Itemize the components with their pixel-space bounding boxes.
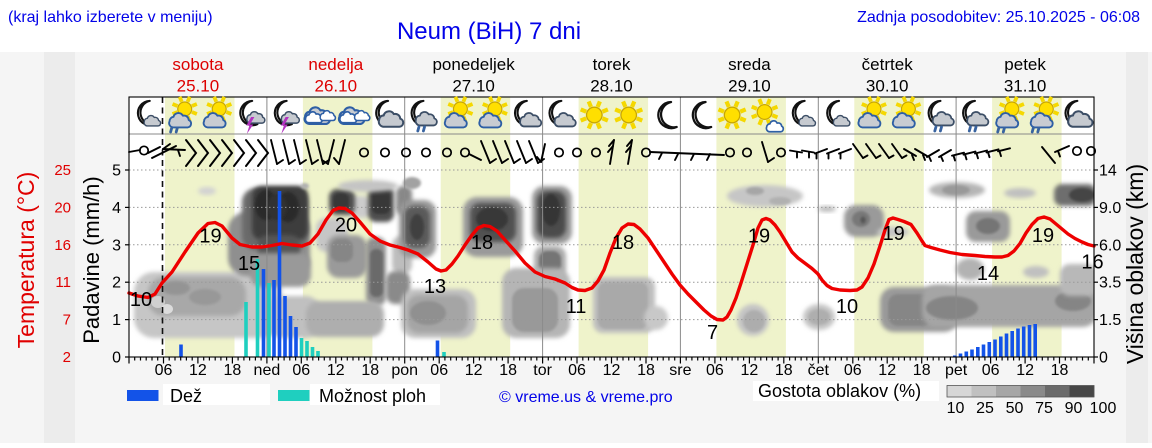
svg-text:25: 25 bbox=[54, 162, 71, 179]
svg-text:26.10: 26.10 bbox=[315, 77, 358, 96]
svg-text:tor: tor bbox=[533, 362, 552, 379]
svg-text:1.5: 1.5 bbox=[1099, 312, 1121, 329]
svg-text:18: 18 bbox=[1051, 362, 1069, 379]
svg-text:0: 0 bbox=[112, 350, 121, 367]
svg-text:petek: petek bbox=[1004, 55, 1046, 74]
svg-text:25: 25 bbox=[976, 400, 994, 417]
svg-text:12: 12 bbox=[878, 362, 896, 379]
svg-text:pon: pon bbox=[391, 362, 418, 379]
svg-text:28.10: 28.10 bbox=[590, 77, 633, 96]
svg-text:19: 19 bbox=[883, 223, 905, 245]
svg-text:9.0: 9.0 bbox=[1099, 200, 1121, 217]
svg-text:3: 3 bbox=[112, 237, 121, 254]
svg-text:2: 2 bbox=[63, 349, 71, 366]
svg-text:18: 18 bbox=[612, 232, 634, 254]
svg-text:12: 12 bbox=[1016, 362, 1034, 379]
svg-text:30.10: 30.10 bbox=[866, 77, 909, 96]
svg-text:29.10: 29.10 bbox=[728, 77, 771, 96]
svg-text:četrtek: četrtek bbox=[862, 55, 914, 74]
svg-text:06: 06 bbox=[568, 362, 586, 379]
svg-text:sre: sre bbox=[669, 362, 691, 379]
svg-text:10: 10 bbox=[130, 289, 152, 311]
svg-text:11: 11 bbox=[566, 296, 587, 318]
svg-text:18: 18 bbox=[499, 362, 517, 379]
svg-text:13: 13 bbox=[424, 276, 446, 298]
svg-text:50: 50 bbox=[1006, 400, 1024, 417]
svg-text:sreda: sreda bbox=[728, 55, 771, 74]
svg-text:Dež: Dež bbox=[170, 386, 202, 406]
svg-text:pet: pet bbox=[945, 362, 968, 379]
svg-text:06: 06 bbox=[844, 362, 862, 379]
svg-text:7: 7 bbox=[63, 312, 71, 329]
svg-text:© vreme.us & vreme.pro: © vreme.us & vreme.pro bbox=[499, 389, 673, 406]
svg-text:06: 06 bbox=[706, 362, 724, 379]
svg-text:15: 15 bbox=[238, 253, 260, 275]
svg-text:19: 19 bbox=[748, 226, 770, 248]
svg-text:1: 1 bbox=[112, 312, 121, 329]
svg-text:12: 12 bbox=[465, 362, 483, 379]
svg-text:0: 0 bbox=[1099, 350, 1108, 367]
svg-text:Zadnja posodobitev: 25.10.2025: Zadnja posodobitev: 25.10.2025 - 06:08 bbox=[857, 9, 1140, 26]
svg-text:Možnost ploh: Možnost ploh bbox=[319, 386, 426, 406]
svg-text:ned: ned bbox=[254, 362, 281, 379]
svg-text:90: 90 bbox=[1065, 400, 1083, 417]
svg-text:20: 20 bbox=[335, 215, 357, 237]
svg-text:18: 18 bbox=[361, 362, 379, 379]
svg-text:Neum (BiH) 7 dni: Neum (BiH) 7 dni bbox=[397, 18, 581, 45]
svg-text:(kraj lahko izberete v meniju): (kraj lahko izberete v meniju) bbox=[8, 9, 213, 26]
svg-text:12: 12 bbox=[189, 362, 207, 379]
svg-text:12: 12 bbox=[327, 362, 345, 379]
svg-text:10: 10 bbox=[836, 296, 858, 318]
svg-text:06: 06 bbox=[292, 362, 310, 379]
svg-text:20: 20 bbox=[54, 199, 71, 216]
svg-text:25.10: 25.10 bbox=[177, 77, 220, 96]
svg-text:16: 16 bbox=[1081, 252, 1103, 274]
svg-text:čet: čet bbox=[808, 362, 830, 379]
svg-text:19: 19 bbox=[199, 226, 221, 248]
svg-text:Gostota oblakov (%): Gostota oblakov (%) bbox=[758, 381, 921, 401]
svg-text:16: 16 bbox=[54, 237, 71, 254]
svg-text:18: 18 bbox=[913, 362, 931, 379]
svg-text:12: 12 bbox=[603, 362, 621, 379]
svg-text:19: 19 bbox=[1032, 225, 1054, 247]
svg-text:18: 18 bbox=[637, 362, 655, 379]
svg-text:75: 75 bbox=[1035, 400, 1053, 417]
svg-text:12: 12 bbox=[741, 362, 759, 379]
svg-text:18: 18 bbox=[471, 232, 493, 254]
svg-text:Temperatura (°C): Temperatura (°C) bbox=[13, 172, 39, 349]
svg-text:ponedeljek: ponedeljek bbox=[432, 55, 515, 74]
svg-text:06: 06 bbox=[155, 362, 173, 379]
svg-text:3.5: 3.5 bbox=[1099, 275, 1121, 292]
svg-text:6.0: 6.0 bbox=[1099, 237, 1121, 254]
svg-text:11: 11 bbox=[55, 274, 71, 291]
svg-text:10: 10 bbox=[947, 400, 965, 417]
svg-text:100: 100 bbox=[1090, 400, 1117, 417]
svg-text:4: 4 bbox=[112, 200, 121, 217]
svg-text:sobota: sobota bbox=[172, 55, 224, 74]
svg-text:Višina oblakov (km): Višina oblakov (km) bbox=[1122, 164, 1148, 364]
svg-text:06: 06 bbox=[430, 362, 448, 379]
svg-text:2: 2 bbox=[112, 275, 121, 292]
svg-text:14: 14 bbox=[1099, 163, 1117, 180]
svg-text:18: 18 bbox=[775, 362, 793, 379]
svg-text:nedelja: nedelja bbox=[308, 55, 363, 74]
svg-text:27.10: 27.10 bbox=[452, 77, 495, 96]
svg-text:7: 7 bbox=[707, 322, 718, 344]
svg-text:torek: torek bbox=[593, 55, 631, 74]
svg-text:31.10: 31.10 bbox=[1004, 77, 1047, 96]
svg-text:Padavine (mm/h): Padavine (mm/h) bbox=[79, 176, 104, 344]
svg-text:18: 18 bbox=[224, 362, 242, 379]
svg-text:06: 06 bbox=[982, 362, 1000, 379]
svg-text:5: 5 bbox=[112, 163, 121, 180]
svg-text:14: 14 bbox=[977, 263, 999, 285]
